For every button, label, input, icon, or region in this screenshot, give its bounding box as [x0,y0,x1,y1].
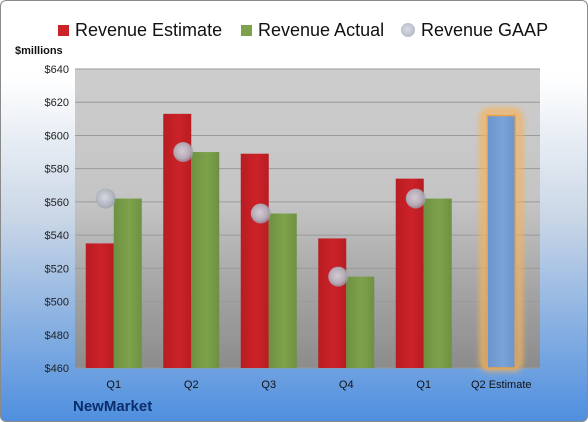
y-tick-label: $580 [45,164,69,176]
y-tick-label: $500 [45,297,69,309]
legend-label-gaap: Revenue GAAP [421,19,549,40]
x-tick-label: Q2 [184,379,199,391]
y-tick-label: $540 [45,230,69,242]
legend-item-gaap: Revenue GAAP [401,17,548,43]
x-tick-label: Q1 [106,379,121,391]
bar-revenue-actual [423,198,452,368]
y-tick-label: $600 [45,130,69,142]
bar-revenue-estimate [85,243,114,368]
bar-revenue-actual [113,198,142,368]
bar-revenue-actual [346,276,375,368]
legend-swatch-actual [241,24,252,36]
marker-revenue-gaap [250,203,271,224]
brand-label: NewMarket [73,398,153,415]
x-tick-label: Q1 [416,379,431,391]
y-tick-label: $620 [45,97,69,109]
marker-revenue-gaap [95,188,116,209]
bar-revenue-estimate [395,178,424,368]
legend-label-actual: Revenue Actual [258,19,385,40]
bar-revenue-estimate [486,114,516,369]
y-axis-units-label: $millions [15,45,63,57]
plot-area [75,69,540,368]
y-tick-label: $520 [45,263,69,275]
x-tick-label: Q2 Estimate [471,379,532,391]
bar-revenue-actual [191,152,220,368]
legend-swatch-estimate [58,24,69,36]
legend-marker-gaap [401,23,415,37]
legend: Revenue Estimate Revenue Actual Revenue … [1,17,587,43]
marker-revenue-gaap [328,266,349,287]
marker-revenue-gaap [173,142,194,163]
legend-item-estimate: Revenue Estimate [58,17,222,43]
bar-revenue-estimate [318,238,347,368]
y-tick-label: $480 [45,330,69,342]
legend-label-estimate: Revenue Estimate [75,19,223,40]
legend-item-actual: Revenue Actual [241,17,384,43]
bar-revenue-estimate [240,153,269,368]
marker-revenue-gaap [405,188,426,209]
bar-revenue-actual [268,213,297,368]
y-tick-label: $460 [45,363,69,375]
y-tick-label: $560 [45,197,69,209]
x-tick-label: Q4 [339,379,354,391]
x-tick-label: Q3 [261,379,276,391]
y-tick-label: $640 [45,64,69,76]
